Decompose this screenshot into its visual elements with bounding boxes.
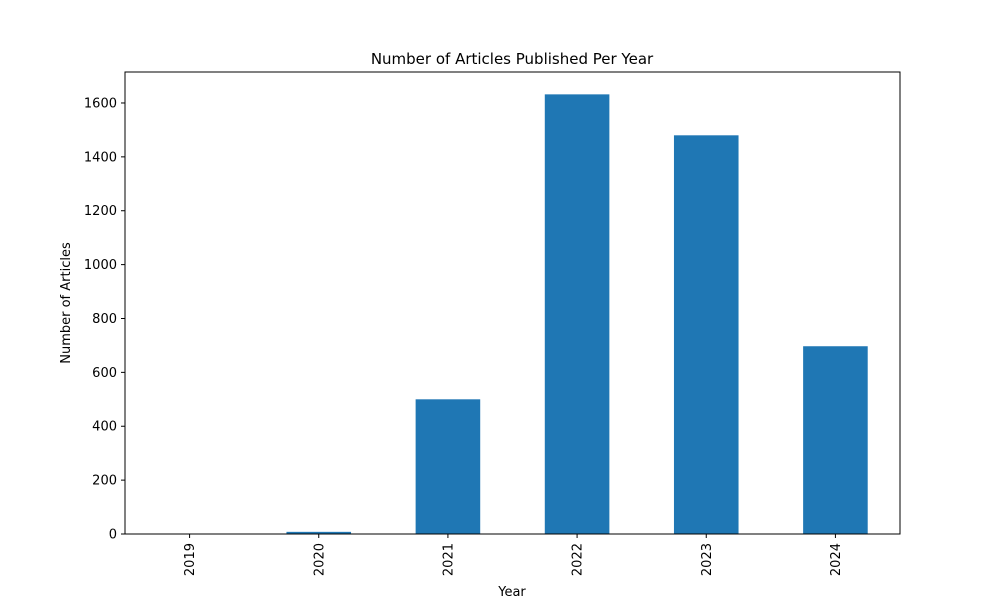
bars-group [157, 94, 868, 534]
y-tick-label: 200 [92, 474, 117, 489]
x-tick-label: 2022 [571, 543, 586, 576]
x-tick-label: 2021 [441, 543, 456, 576]
bar-2023 [673, 135, 739, 534]
x-tick-label: 2023 [700, 543, 715, 576]
x-axis-label: Year [497, 585, 526, 600]
y-tick-label: 0 [109, 528, 117, 543]
bar-2021 [415, 399, 481, 534]
y-tick-label: 1400 [84, 150, 117, 165]
x-tick-label: 2019 [183, 543, 198, 576]
y-tick-label: 1600 [84, 96, 117, 111]
chart-title: Number of Articles Published Per Year [371, 50, 654, 68]
y-axis: 0 200 400 600 800 1000 1200 1400 1600 [84, 96, 125, 543]
x-tick-label: 2020 [312, 543, 327, 576]
bar-2024 [803, 346, 868, 534]
y-tick-label: 600 [92, 366, 117, 381]
x-tick-label: 2024 [829, 543, 844, 576]
y-tick-label: 800 [92, 312, 117, 327]
bar-2022 [544, 94, 610, 534]
y-axis-label: Number of Articles [59, 242, 74, 364]
y-tick-label: 400 [92, 420, 117, 435]
x-axis: 2019 2020 2021 2022 2023 2024 [183, 534, 844, 576]
y-tick-label: 1200 [84, 204, 117, 219]
plot-frame [124, 71, 901, 535]
bar-2020 [286, 531, 352, 534]
y-tick-label: 1000 [84, 258, 117, 273]
